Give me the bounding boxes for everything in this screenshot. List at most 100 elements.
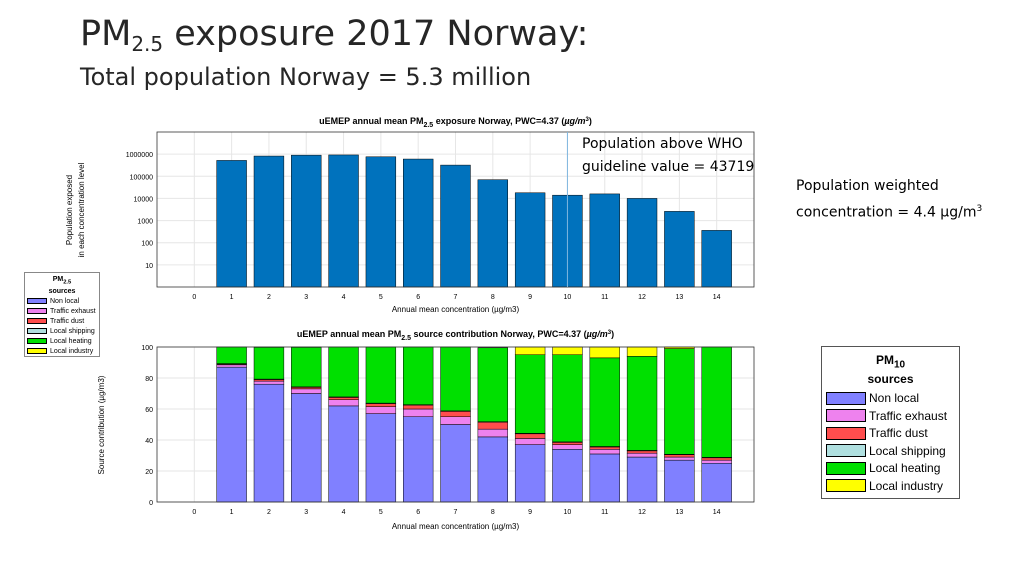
legend-small-item: Local industry: [25, 346, 99, 356]
exposure-bar: [514, 192, 546, 288]
source-bar-segment: [514, 433, 546, 439]
source-bar-segment: [552, 346, 583, 355]
legend-big-item: Local heating: [822, 459, 959, 477]
legend-small-label: Non local: [50, 297, 80, 305]
legend-big-label: Local industry: [869, 478, 944, 493]
legend-small-label: Traffic exhaust: [50, 307, 96, 315]
legend-small-swatch: [27, 328, 47, 335]
source-bar-segment: [514, 346, 546, 355]
source-y-tick-label: 40: [145, 438, 153, 445]
source-bar-segment: [664, 459, 695, 503]
source-x-tick-label: 14: [713, 509, 721, 516]
source-y-tick-label: 20: [145, 469, 153, 476]
legend-small-swatch: [27, 308, 47, 315]
legend-big-swatch: [826, 426, 866, 440]
exposure-axes-box: [156, 131, 755, 288]
source-bar-segment: [552, 449, 583, 503]
exposure-bar: [589, 193, 620, 288]
source-x-tick-label: 3: [304, 509, 308, 516]
source-bar-segment: [589, 446, 620, 450]
source-bar-segment: [216, 346, 247, 364]
source-x-tick-label: 12: [638, 509, 646, 516]
source-bar-segment: [291, 388, 322, 394]
legend-small-item: Local shipping: [25, 326, 99, 336]
source-y-axis-label: Source contribution (µg/m3): [97, 375, 106, 474]
exposure-bar: [253, 155, 285, 288]
source-x-tick-label: 7: [454, 509, 458, 516]
legend-small-swatch: [27, 318, 47, 325]
exposure-x-tick-label: 14: [713, 294, 721, 301]
source-axes-box: [156, 346, 755, 503]
exposure-chart-title: uEMEP annual mean PM2.5 exposure Norway,…: [319, 116, 592, 129]
legend-big: PM10 sources Non local Traffic exhaust Traf…: [821, 346, 960, 499]
source-bar-segment: [701, 459, 732, 464]
source-x-axis-label: Annual mean concentration (µg/m3): [392, 522, 520, 531]
source-bar-segment: [477, 428, 508, 438]
source-bar-segment: [403, 404, 434, 410]
source-bar-segment: [477, 436, 508, 503]
exposure-bar: [365, 156, 397, 288]
source-bar-segment: [403, 408, 434, 417]
legend-big-swatch: [826, 444, 866, 458]
source-bar-segment: [589, 449, 620, 455]
legend-big-title: PM10 sources: [867, 353, 914, 387]
source-bar-segment: [328, 346, 359, 398]
source-bar-segment: [440, 411, 471, 418]
legend-small-item: Local heating: [25, 336, 99, 346]
legend-big-label: Traffic dust: [869, 426, 928, 441]
source-y-tick-label: 60: [145, 407, 153, 414]
source-bar-segment: [328, 397, 359, 400]
exposure-bar: [664, 211, 695, 288]
exposure-x-tick-label: 13: [675, 294, 683, 301]
slide-title: PM2.5 exposure 2017 Norway:: [80, 14, 589, 56]
source-bar-segment: [365, 403, 397, 407]
legend-big-item: Non local: [822, 389, 959, 407]
legend-small-swatch: [27, 338, 47, 345]
source-x-tick-label: 5: [379, 509, 383, 516]
exposure-x-tick-label: 7: [454, 294, 458, 301]
exposure-bar: [403, 158, 434, 288]
source-bar-segment: [626, 452, 658, 458]
pwc-note-line1: Population weighted: [796, 178, 939, 194]
source-bar-segment: [365, 413, 397, 503]
exposure-y-tick-label: 1000: [137, 219, 153, 226]
legend-big-swatch: [826, 461, 866, 475]
source-bar-segment: [514, 444, 546, 503]
exposure-x-tick-label: 2: [267, 294, 271, 301]
legend-big-label: Traffic exhaust: [869, 408, 948, 423]
exposure-y-axis-label-line2: in each concentration level: [77, 162, 86, 257]
exposure-bar: [291, 154, 322, 288]
source-bar-segment: [440, 346, 471, 412]
source-bar-segment: [589, 346, 620, 359]
legend-big-swatch: [826, 409, 866, 423]
legend-big-swatch: [826, 479, 866, 493]
source-x-tick-label: 0: [192, 509, 196, 516]
source-bar-segment: [664, 454, 695, 458]
source-bar-segment: [514, 354, 546, 434]
source-bar-segment: [216, 364, 247, 368]
source-bar-segment: [365, 346, 397, 404]
legend-small-item: Traffic exhaust: [25, 306, 99, 316]
legend-big-item: Traffic dust: [822, 424, 959, 442]
source-bar-segment: [440, 416, 471, 425]
legend-small-label: Local industry: [50, 347, 94, 355]
exposure-x-tick-label: 5: [379, 294, 383, 301]
source-x-tick-label: 2: [267, 509, 271, 516]
source-bar-segment: [477, 347, 508, 422]
source-bar-segment: [403, 346, 434, 405]
source-bar-segment: [291, 347, 322, 388]
exposure-bar: [216, 160, 247, 288]
legend-big-label: Non local: [869, 391, 920, 406]
exposure-x-tick-label: 10: [564, 294, 572, 301]
source-bar-segment: [291, 393, 322, 503]
exposure-x-tick-label: 4: [342, 294, 346, 301]
source-x-tick-label: 9: [528, 509, 532, 516]
legend-small-swatch: [27, 298, 47, 305]
source-bar-segment: [552, 444, 583, 450]
exposure-y-tick-label: 1000000: [126, 152, 153, 159]
exposure-bar: [440, 164, 471, 288]
who-annotation-line1: Population above WHO: [582, 136, 743, 152]
source-x-tick-label: 11: [601, 509, 608, 516]
source-bar-segment: [477, 421, 508, 430]
exposure-y-tick-label: 10000: [134, 196, 154, 203]
